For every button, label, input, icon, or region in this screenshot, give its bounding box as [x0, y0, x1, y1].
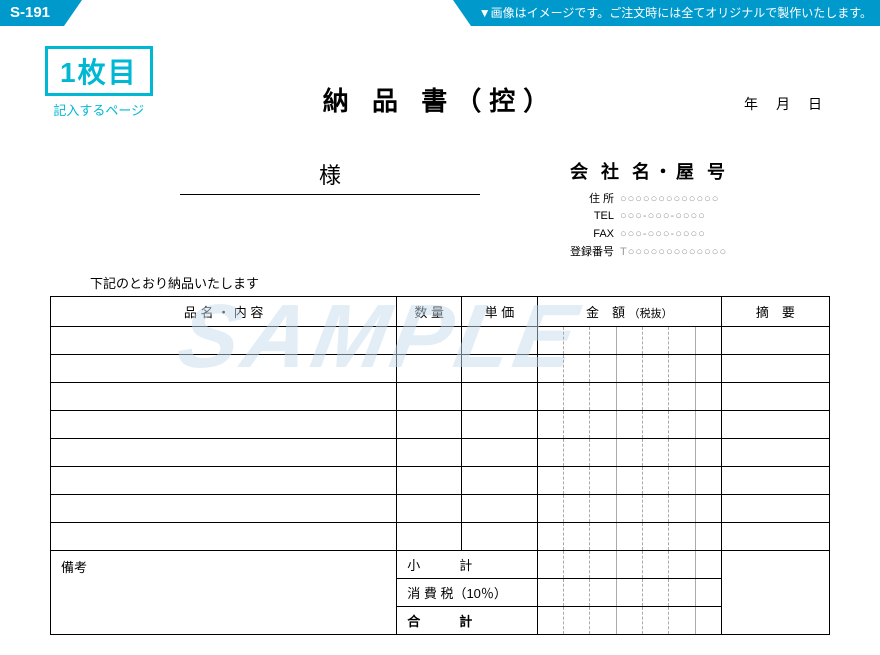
- cell-amount: [537, 523, 721, 551]
- cell-note: [721, 355, 829, 383]
- subtotal-row: 備考 小 計: [51, 551, 830, 579]
- cell-price: [462, 523, 538, 551]
- col-amount: 金 額 （税抜）: [537, 297, 721, 327]
- cell-price: [462, 411, 538, 439]
- cell-price: [462, 327, 538, 355]
- fax-label: FAX: [570, 226, 620, 244]
- cell-name: [51, 495, 397, 523]
- cell-name: [51, 355, 397, 383]
- cell-note: [721, 411, 829, 439]
- cell-amount: [537, 495, 721, 523]
- page-badge: 1枚目 記入するページ: [45, 46, 153, 119]
- total-amount: [537, 607, 721, 635]
- cell-price: [462, 495, 538, 523]
- tax-amount: [537, 579, 721, 607]
- cell-name: [51, 327, 397, 355]
- cell-qty: [397, 523, 462, 551]
- table-row: [51, 411, 830, 439]
- date-labels: 年月日: [744, 94, 840, 114]
- table-row: [51, 439, 830, 467]
- subtotal-label: 小 計: [397, 551, 538, 579]
- col-price: 単 価: [462, 297, 538, 327]
- cell-name: [51, 411, 397, 439]
- reg-value: T○○○○○○○○○○○○○: [620, 244, 727, 262]
- cell-price: [462, 355, 538, 383]
- table-row: [51, 383, 830, 411]
- page-badge-main: 1枚目: [45, 46, 153, 96]
- delivery-note: 下記のとおり納品いたします: [90, 273, 850, 292]
- cell-note: [721, 495, 829, 523]
- cell-amount: [537, 355, 721, 383]
- table-row: [51, 327, 830, 355]
- col-note: 摘 要: [721, 297, 829, 327]
- tel-label: TEL: [570, 208, 620, 226]
- col-qty: 数 量: [397, 297, 462, 327]
- table-header-row: 品 名 ・ 内 容 数 量 単 価 金 額 （税抜） 摘 要: [51, 297, 830, 327]
- cell-qty: [397, 327, 462, 355]
- page-badge-sub: 記入するページ: [45, 100, 153, 119]
- addr-label: 住 所: [570, 191, 620, 209]
- reg-label: 登録番号: [570, 244, 620, 262]
- cell-note: [721, 327, 829, 355]
- cell-price: [462, 439, 538, 467]
- fax-value: ○○○-○○○-○○○○: [620, 226, 706, 244]
- main-table: 品 名 ・ 内 容 数 量 単 価 金 額 （税抜） 摘 要 備考 小 計 消 …: [50, 296, 830, 635]
- cell-qty: [397, 411, 462, 439]
- company-name: 会 社 名・屋 号: [570, 158, 850, 187]
- cell-qty: [397, 355, 462, 383]
- cell-qty: [397, 495, 462, 523]
- header-note: ▼画像はイメージです。ご注文時には全てオリジナルで製作いたします。: [471, 0, 880, 26]
- cell-amount: [537, 467, 721, 495]
- cell-note: [721, 467, 829, 495]
- cell-price: [462, 383, 538, 411]
- cell-qty: [397, 439, 462, 467]
- cell-note: [721, 523, 829, 551]
- addr-value: ○○○○○○○○○○○○○: [620, 191, 719, 209]
- product-code: S-191: [0, 0, 64, 26]
- header-bar: S-191 ▼画像はイメージです。ご注文時には全てオリジナルで製作いたします。: [0, 0, 880, 26]
- cell-qty: [397, 383, 462, 411]
- cell-name: [51, 467, 397, 495]
- cell-amount: [537, 327, 721, 355]
- table-row: [51, 467, 830, 495]
- cell-name: [51, 523, 397, 551]
- document-title: 納 品 書（控）: [30, 81, 850, 118]
- table-row: [51, 523, 830, 551]
- cell-note: [721, 439, 829, 467]
- document-body: 1枚目 記入するページ 納 品 書（控） 年月日 様 会 社 名・屋 号 住 所…: [0, 26, 880, 655]
- recipient-suffix: 様: [180, 158, 480, 195]
- tax-label: 消 費 税（10％）: [397, 579, 538, 607]
- cell-amount: [537, 383, 721, 411]
- company-block: 会 社 名・屋 号 住 所○○○○○○○○○○○○○ TEL○○○-○○○-○○…: [570, 158, 850, 261]
- cell-amount: [537, 439, 721, 467]
- col-name: 品 名 ・ 内 容: [51, 297, 397, 327]
- cell-amount: [537, 411, 721, 439]
- total-label: 合 計: [397, 607, 538, 635]
- tel-value: ○○○-○○○-○○○○: [620, 208, 706, 226]
- cell-qty: [397, 467, 462, 495]
- table-row: [51, 495, 830, 523]
- cell-price: [462, 467, 538, 495]
- cell-name: [51, 439, 397, 467]
- table-row: [51, 355, 830, 383]
- footer-note: [721, 551, 829, 635]
- subtotal-amount: [537, 551, 721, 579]
- remarks-cell: 備考: [51, 551, 397, 635]
- cell-note: [721, 383, 829, 411]
- cell-name: [51, 383, 397, 411]
